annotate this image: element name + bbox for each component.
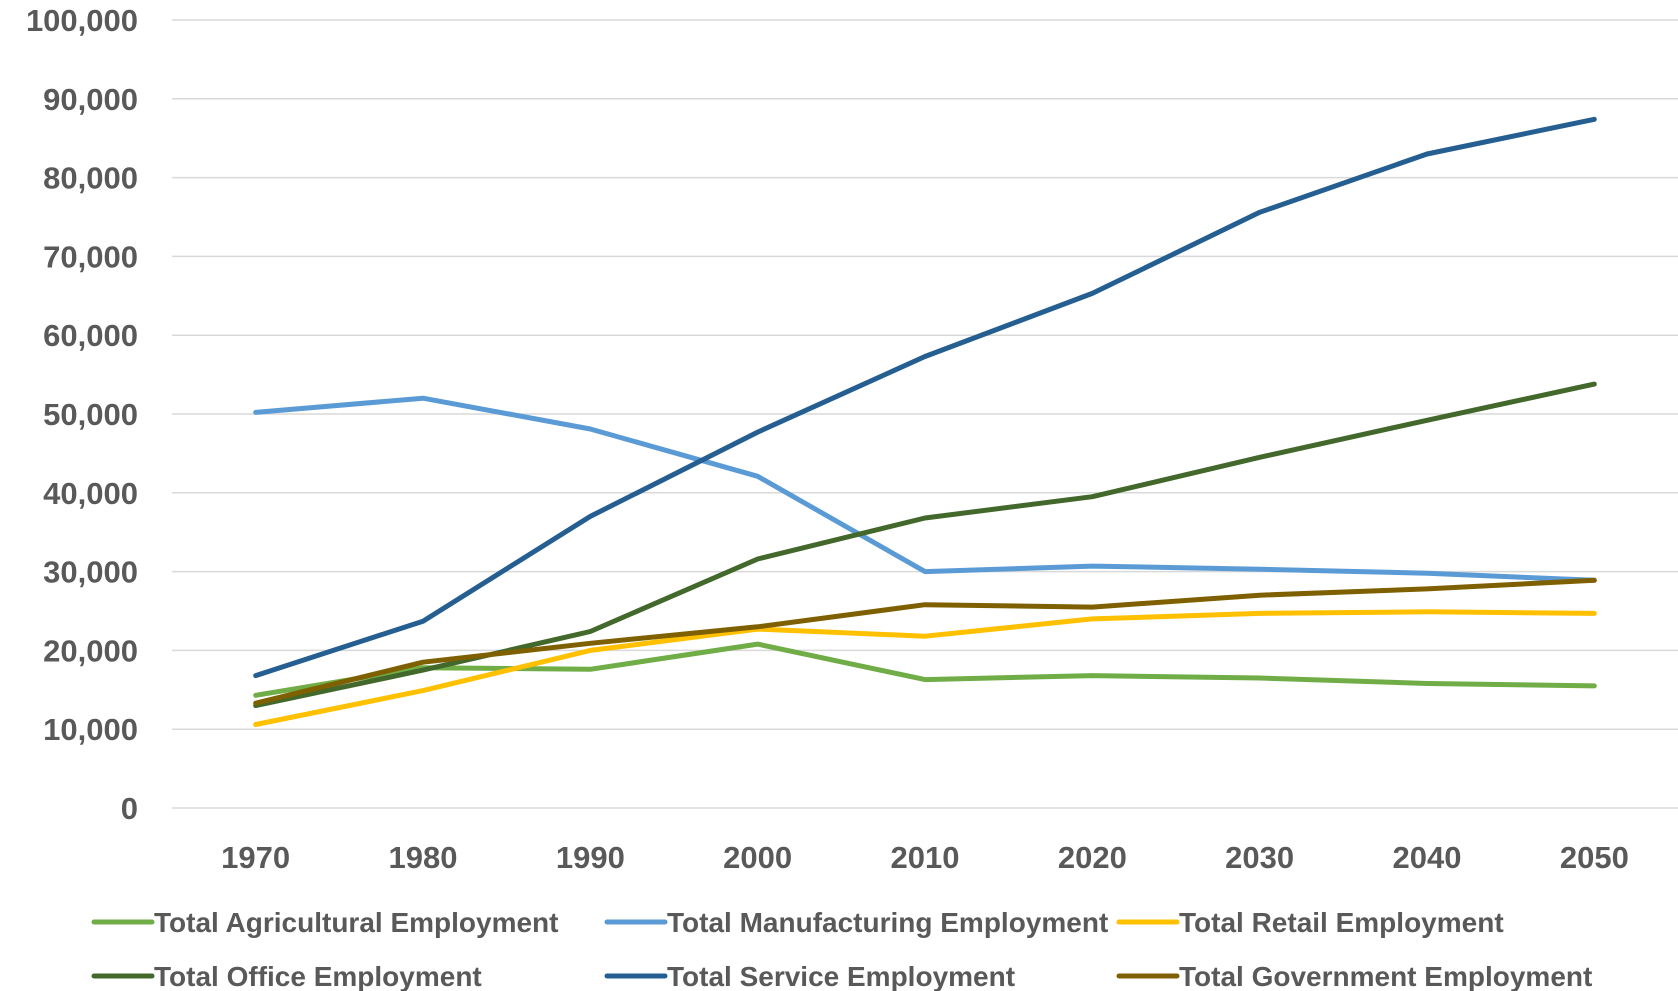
y-tick-label: 80,000 (43, 161, 138, 196)
x-tick-label: 1970 (221, 840, 290, 875)
x-tick-label: 2030 (1225, 840, 1294, 875)
legend-item: Total Manufacturing Employment (604, 907, 1108, 938)
x-tick-label: 2000 (723, 840, 792, 875)
legend-label: Total Retail Employment (1179, 907, 1504, 938)
legend-label: Total Agricultural Employment (154, 907, 558, 938)
legend-label: Total Manufacturing Employment (667, 907, 1108, 938)
series-line-total-retail-employment (253, 609, 1597, 727)
legend-label: Total Office Employment (154, 961, 482, 991)
y-tick-label: 60,000 (43, 318, 138, 353)
y-tick-label: 100,000 (26, 3, 138, 38)
series-lines (253, 116, 1597, 727)
legend-item: Total Government Employment (1116, 961, 1592, 991)
gridlines (172, 19, 1678, 809)
y-tick-label: 30,000 (43, 555, 138, 590)
y-tick-label: 20,000 (43, 633, 138, 668)
y-tick-label: 40,000 (43, 476, 138, 511)
series-line-total-agricultural-employment (253, 641, 1597, 698)
legend-label: Total Service Employment (667, 961, 1015, 991)
legend-item: Total Retail Employment (1116, 907, 1504, 938)
x-tick-label: 2020 (1058, 840, 1127, 875)
x-tick-label: 2040 (1393, 840, 1462, 875)
y-tick-label: 50,000 (43, 397, 138, 432)
x-tick-label: 1990 (556, 840, 625, 875)
series-line-total-service-employment (253, 116, 1597, 679)
legend-item: Total Service Employment (604, 961, 1015, 991)
series-line-total-government-employment (253, 577, 1597, 706)
y-tick-label: 10,000 (43, 712, 138, 747)
legend: Total Agricultural Employment Total Manuf… (91, 907, 1592, 991)
x-tick-label: 1980 (389, 840, 458, 875)
legend-item: Total Agricultural Employment (91, 907, 558, 938)
x-tick-label: 2050 (1560, 840, 1629, 875)
series-line-total-manufacturing-employment (253, 395, 1597, 583)
legend-item: Total Office Employment (91, 961, 482, 991)
x-axis-tick-labels: 1970 1980 1990 2000 2010 2020 2030 2040 2050 (221, 840, 1629, 875)
y-axis-tick-labels: 0 10,000 20,000 30,000 40,000 50,000 60,000 70,… (26, 3, 138, 826)
x-tick-label: 2010 (891, 840, 960, 875)
y-tick-label: 70,000 (43, 239, 138, 274)
y-tick-label: 0 (121, 791, 138, 826)
legend-label: Total Government Employment (1179, 961, 1592, 991)
y-tick-label: 90,000 (43, 82, 138, 117)
